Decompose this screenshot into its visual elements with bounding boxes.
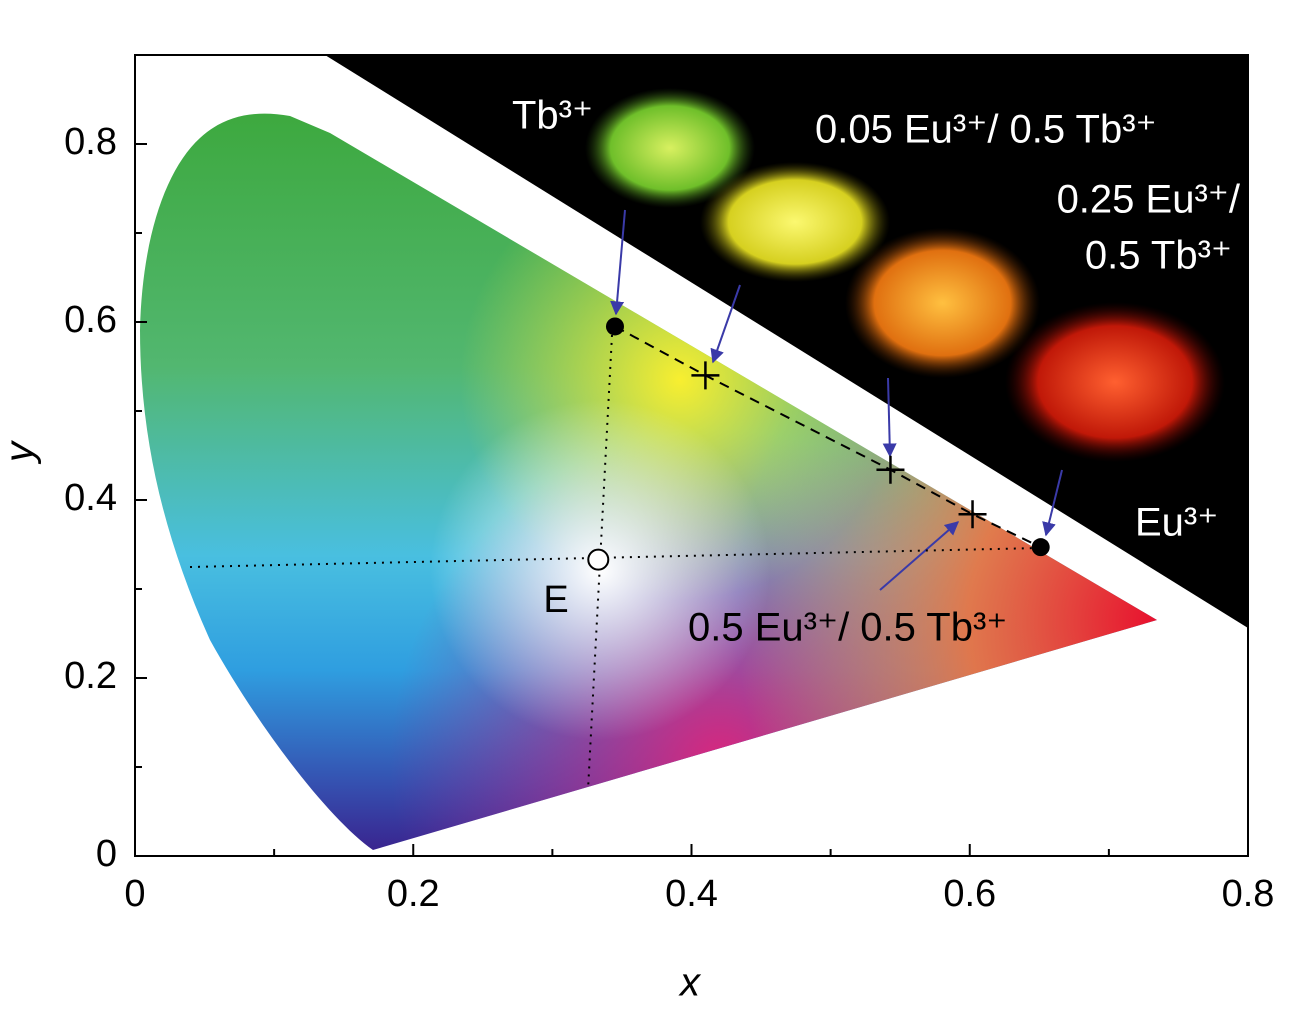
guide-lines [189, 334, 1041, 791]
cross-marker [876, 455, 905, 484]
y-tick-label: 0.2 [64, 655, 117, 697]
x-axis-title: x [678, 961, 702, 1005]
reference-marker [587, 548, 610, 571]
arrows [610, 209, 1063, 591]
point-label: 0.5 Tb³⁺ [1085, 234, 1232, 278]
y-tick-label: 0 [96, 833, 117, 875]
point-label: Tb³⁺ [512, 94, 593, 138]
y-tick-label: 0.6 [64, 299, 117, 341]
x-tick-label: 0.4 [665, 873, 718, 915]
point-label: 0.5 Eu³⁺/ 0.5 Tb³⁺ [688, 606, 1007, 650]
x-tick-label: 0 [124, 873, 145, 915]
y-tick-label: 0.4 [64, 477, 117, 519]
x-tick-label: 0.8 [1222, 873, 1275, 915]
cross-marker [958, 500, 987, 529]
point-label: 0.25 Eu³⁺/ [1057, 178, 1241, 222]
x-tick-label: 0.2 [387, 873, 440, 915]
reference-label: E [543, 579, 568, 621]
filled-marker [1031, 538, 1050, 557]
filled-marker [605, 317, 624, 336]
cross-marker [691, 361, 720, 390]
point-label: Eu³⁺ [1135, 501, 1218, 545]
x-tick-label: 0.6 [943, 873, 996, 915]
y-tick-label: 0.8 [64, 121, 117, 163]
point-label: 0.05 Eu³⁺/ 0.5 Tb³⁺ [815, 108, 1157, 152]
photo [325, 55, 1248, 628]
y-axis-title: y [0, 439, 42, 465]
